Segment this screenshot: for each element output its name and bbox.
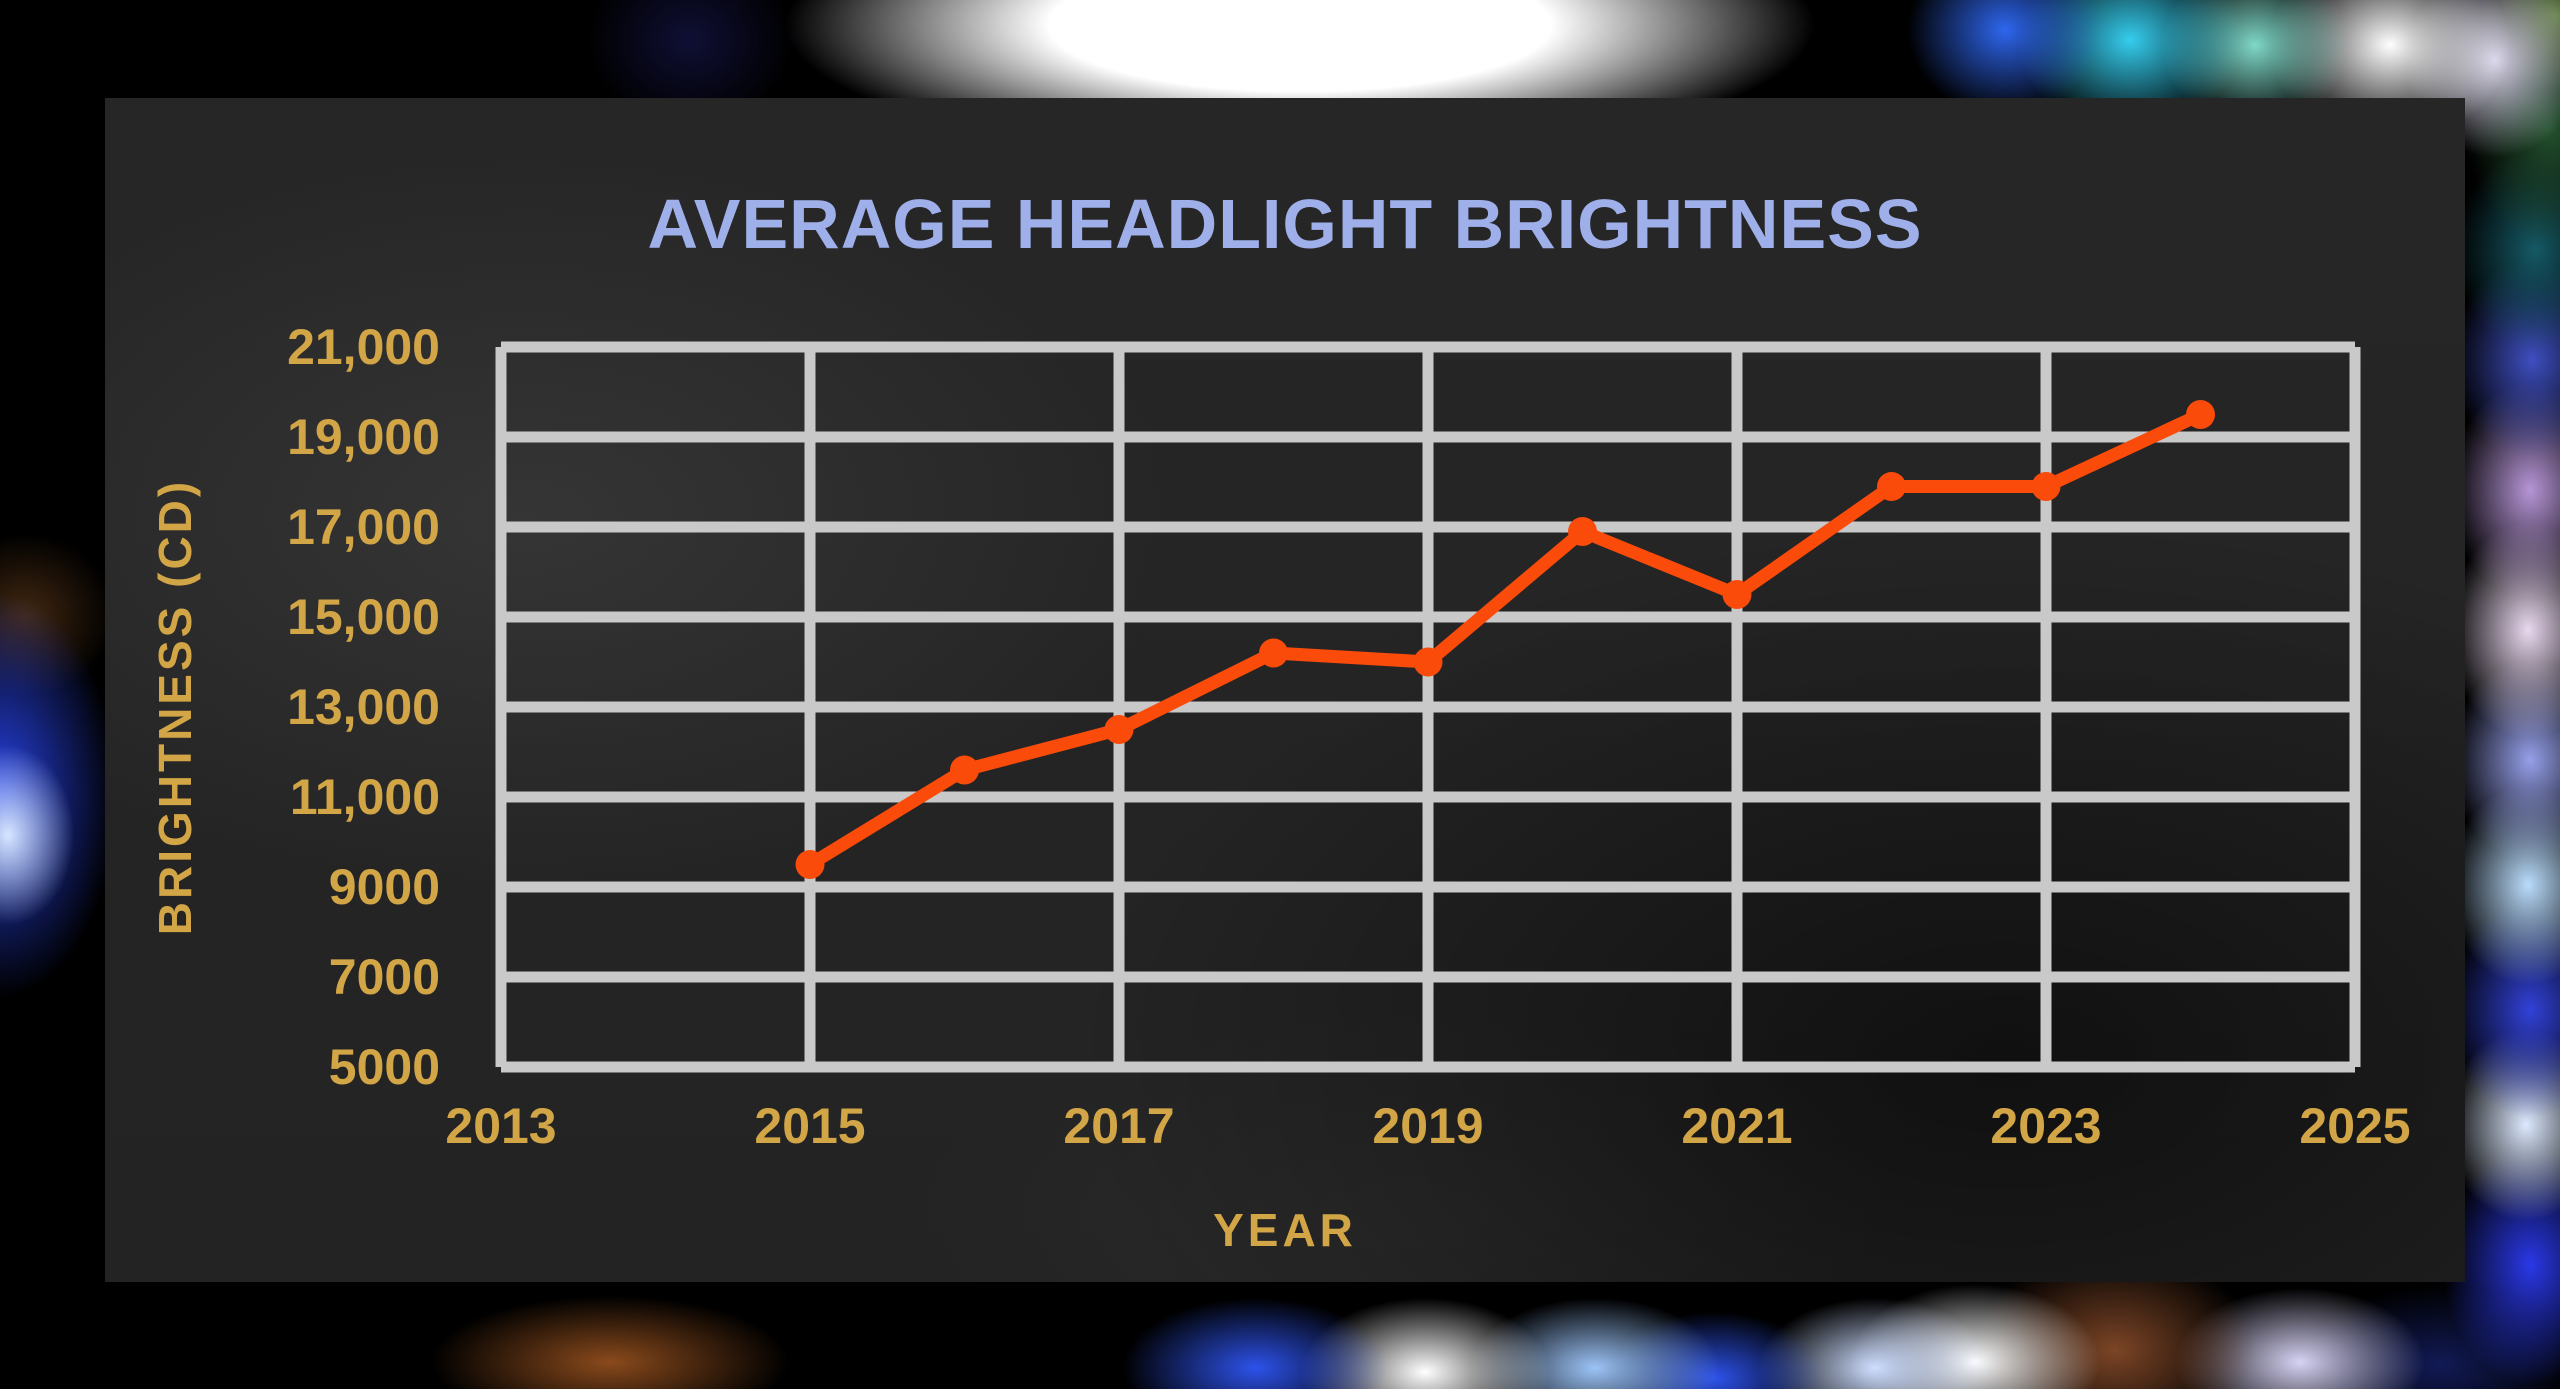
y-tick-label: 13,000 <box>287 679 440 735</box>
line-chart-plot <box>495 341 2361 1073</box>
x-tick-label: 2025 <box>2299 1098 2411 1154</box>
x-tick-label: 2013 <box>445 1098 557 1154</box>
data-point-marker <box>1877 472 1906 501</box>
y-tick-label: 9000 <box>328 859 440 915</box>
data-point-marker <box>2031 472 2061 501</box>
data-point-marker <box>950 755 979 785</box>
y-tick-label: 11,000 <box>289 769 440 825</box>
data-point-marker <box>1722 580 1752 609</box>
y-tick-label: 17,000 <box>287 499 440 555</box>
chart-title: AVERAGE HEADLIGHT BRIGHTNESS <box>647 185 1923 263</box>
data-point-marker <box>795 850 825 879</box>
chart-panel: AVERAGE HEADLIGHT BRIGHTNESS BRIGHTNESS … <box>105 98 2465 1282</box>
x-tick-label: 2017 <box>1063 1098 1175 1154</box>
x-tick-label: 2021 <box>1681 1098 1793 1154</box>
y-tick-label: 19,000 <box>287 409 440 465</box>
x-tick-label: 2019 <box>1372 1098 1484 1154</box>
data-point-marker <box>1259 638 1288 668</box>
y-tick-label: 5000 <box>328 1039 440 1095</box>
x-axis-title: YEAR <box>1213 1204 1357 1256</box>
y-tick-label: 7000 <box>328 949 440 1005</box>
y-tick-label: 15,000 <box>287 589 440 645</box>
data-point-marker <box>1413 647 1443 677</box>
y-axis-ticks: 21,000 19,000 17,000 15,000 13,000 11,000 9000… <box>140 98 440 1282</box>
x-axis-ticks: 2013 2015 2017 2019 2021 2023 2025 <box>105 98 2465 1282</box>
data-point-marker <box>2186 400 2215 429</box>
series-line <box>803 408 2207 871</box>
x-tick-label: 2023 <box>1990 1098 2102 1154</box>
data-point-marker <box>1104 715 1134 744</box>
x-tick-label: 2015 <box>754 1098 866 1154</box>
data-point-marker <box>1568 517 1597 546</box>
y-tick-label: 21,000 <box>287 319 440 375</box>
